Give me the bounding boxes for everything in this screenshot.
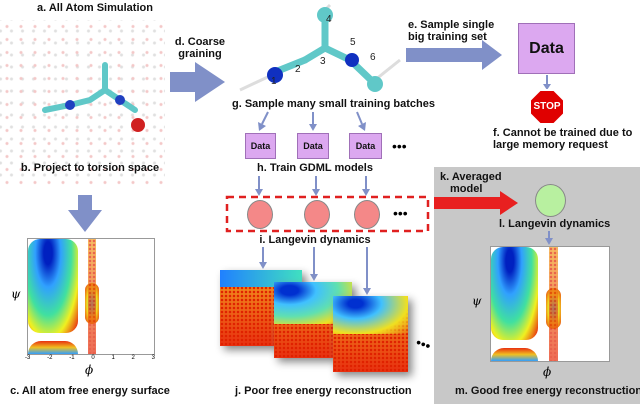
label-k: k. Averaged model — [440, 171, 502, 195]
small-arrow-heads — [255, 84, 553, 295]
label-f: f. Cannot be trained due to large memory … — [493, 127, 632, 151]
label-e-line2: big training set — [408, 31, 487, 43]
poor-reconstruction-3 — [333, 296, 408, 372]
tick: 0 — [91, 355, 95, 361]
label-d: d. Coarse graining — [165, 36, 235, 60]
tick: 3 — [151, 355, 155, 361]
label-j: j. Poor free energy reconstruction — [235, 385, 412, 397]
big-data-box: Data — [518, 23, 575, 74]
atom-number: 1 — [271, 76, 277, 87]
gdml-model-circle — [304, 200, 330, 229]
gdml-models-dashed-box — [225, 195, 430, 233]
averaged-model-circle — [535, 184, 566, 217]
small-data-box: Data — [297, 133, 329, 159]
sample-single-arrow — [406, 40, 502, 70]
gdml-model-circle — [354, 200, 380, 229]
label-f-line1: f. Cannot be trained due to — [493, 127, 633, 139]
label-c: c. All atom free energy surface — [10, 385, 170, 397]
y-axis-label: ψ — [11, 287, 21, 301]
label-k-line1: k. Averaged — [440, 171, 502, 183]
project-arrow — [68, 195, 102, 232]
gdml-model-circle — [247, 200, 273, 229]
label-e: e. Sample single big training set — [408, 19, 494, 43]
tick: 1 — [111, 355, 115, 361]
atom-number: 6 — [370, 52, 376, 63]
label-h: h. Train GDML models — [257, 162, 373, 174]
atom-number: 2 — [295, 64, 301, 75]
tick: -1 — [69, 355, 75, 361]
atom-number: 3 — [320, 56, 326, 67]
averaged-model-arrow — [434, 191, 518, 215]
label-e-line1: e. Sample single — [408, 19, 495, 31]
label-f-line2: large memory request — [493, 139, 608, 151]
label-k-line2: model — [450, 183, 483, 195]
tick: 2 — [131, 355, 135, 361]
atom-number: 5 — [350, 37, 356, 48]
label-a: a. All Atom Simulation — [37, 2, 153, 14]
y-axis-label: ψ — [472, 294, 482, 308]
small-data-box: Data — [349, 133, 382, 159]
x-axis-label: ϕ — [85, 363, 94, 377]
label-m: m. Good free energy reconstruction — [455, 385, 640, 397]
coarse-grained-molecule-image — [239, 3, 401, 92]
stop-sign-text: STOP — [533, 101, 561, 112]
ellipsis: ••• — [393, 205, 408, 221]
all-atom-free-energy-surface — [27, 238, 155, 355]
label-d-line2: graining — [178, 48, 222, 60]
small-data-box: Data — [245, 133, 276, 159]
label-i: i. Langevin dynamics — [259, 234, 371, 246]
tick: -3 — [25, 355, 31, 361]
label-g: g. Sample many small training batches — [232, 98, 435, 110]
label-d-line1: d. Coarse — [174, 36, 226, 48]
coarse-graining-arrow — [170, 62, 225, 102]
stop-sign-icon — [529, 89, 565, 125]
x-axis-label: ϕ — [543, 365, 552, 379]
small-arrows — [258, 75, 550, 288]
atom-number: 4 — [326, 14, 332, 25]
tick: -2 — [47, 355, 53, 361]
good-free-energy-reconstruction — [490, 246, 610, 362]
label-l: l. Langevin dynamics — [499, 218, 611, 230]
x-axis-ticks: -3 -2 -1 0 1 2 3 — [25, 355, 155, 362]
ellipsis: ••• — [392, 138, 407, 154]
label-b: b. Project to torsion space — [20, 162, 160, 174]
solute-molecule-image — [42, 62, 145, 132]
